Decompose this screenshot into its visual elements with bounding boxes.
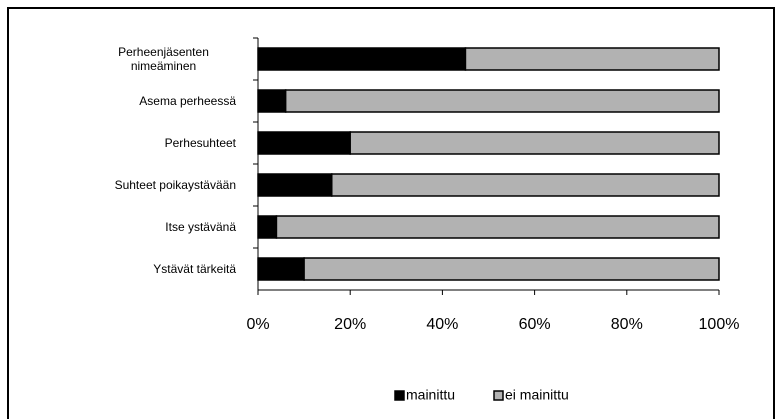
legend-swatch (394, 390, 405, 401)
bar-segment (257, 215, 278, 239)
y-tick-label: Perhesuhteet (164, 136, 236, 150)
x-tick-label: 80% (611, 316, 643, 333)
bar-segment (464, 47, 720, 71)
x-tick-label: 100% (699, 316, 740, 333)
bar-segment (284, 89, 720, 113)
y-tick-label: Perheenjäsenten nimeäminen (118, 45, 209, 73)
bar-segment (257, 257, 305, 281)
bar-segment (275, 215, 720, 239)
x-tick-label: 40% (426, 316, 458, 333)
legend-swatch (493, 390, 504, 401)
bar-segment (257, 131, 351, 155)
bar-segment (257, 173, 333, 197)
x-tick-label: 0% (246, 316, 269, 333)
y-tick-label-box: Asema perheessä (6, 94, 236, 108)
bar-segment (349, 131, 720, 155)
y-tick-label: Asema perheessä (139, 94, 236, 108)
frame (7, 7, 775, 419)
y-tick-label-box: Ystävät tärkeitä (6, 262, 236, 276)
y-tick-label-box: Perhesuhteet (6, 136, 236, 150)
x-tick-label: 60% (519, 316, 551, 333)
x-tick-label: 20% (334, 316, 366, 333)
legend-label: mainittu (406, 387, 455, 403)
y-tick-label-box: Itse ystävänä (6, 220, 236, 234)
bar-segment (257, 47, 467, 71)
bar-segment (331, 173, 720, 197)
legend-label: ei mainittu (505, 387, 569, 403)
bar-segment (303, 257, 720, 281)
y-tick-label-box: Suhteet poikaystävään (6, 178, 236, 192)
y-tick-label-box: Perheenjäsenten nimeäminen (6, 45, 236, 73)
bar-segment (257, 89, 287, 113)
y-tick-label: Ystävät tärkeitä (153, 262, 236, 276)
y-tick-label: Itse ystävänä (165, 220, 236, 234)
y-tick-label: Suhteet poikaystävään (114, 178, 236, 192)
